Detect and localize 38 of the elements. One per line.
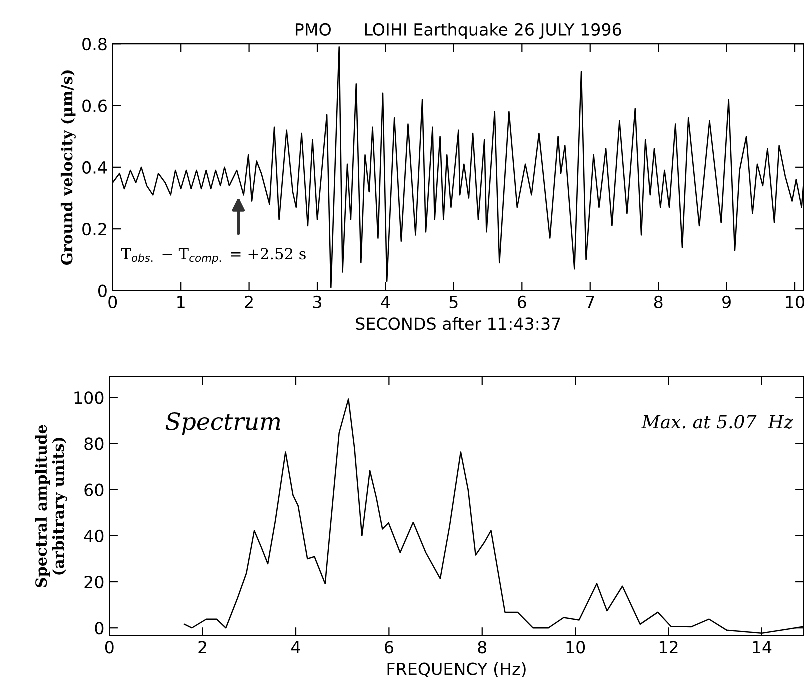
x-tick-label: 2 <box>245 296 253 308</box>
y-tick-label: 40 <box>84 530 104 542</box>
y-tick-label: 0 <box>95 622 104 635</box>
y-tick-label: 0.2 <box>82 223 106 236</box>
x-tick-label: 14 <box>753 641 772 654</box>
y-axis-title: Ground velocity (μm/s) <box>60 70 76 266</box>
x-tick-label: 12 <box>660 641 678 654</box>
x-tick-label: 6 <box>518 296 526 309</box>
annotation: Spectrum <box>166 412 280 435</box>
x-tick-label: 8 <box>478 641 487 654</box>
line-series <box>112 46 804 288</box>
y-tick-label: 0 <box>98 284 107 298</box>
x-tick-label: 8 <box>654 296 663 309</box>
y-tick-label: 0.8 <box>82 38 107 51</box>
y-tick-label: 100 <box>74 392 104 404</box>
y-tick-label: 0.6 <box>82 100 107 112</box>
x-tick-label: 4 <box>292 641 300 654</box>
x-tick-label: 5 <box>450 296 458 309</box>
y-tick-label: 20 <box>84 576 104 589</box>
y-axis-title: Spectral amplitude (arbitrary units) <box>35 425 68 588</box>
y-tick-label: 60 <box>84 484 104 496</box>
x-tick-label: 2 <box>198 641 206 654</box>
y-tick-label: 80 <box>84 438 104 450</box>
x-tick-label: 7 <box>586 296 594 308</box>
annotation: T$_{obs.}$ − T$_{comp.}$ = +2.52 s <box>121 248 306 264</box>
x-tick-label: 4 <box>381 296 390 308</box>
x-tick-label: 10 <box>566 641 586 654</box>
annotation: Max. at 5.07 Hz <box>642 415 794 429</box>
x-tick-label: 6 <box>385 641 394 654</box>
x-tick-label: 10 <box>786 296 805 309</box>
x-tick-label: 0 <box>108 296 118 309</box>
x-axis-title: SECONDS after 11:43:37 <box>356 317 560 330</box>
x-tick-label: 3 <box>313 296 322 309</box>
x-tick-label: 9 <box>722 296 731 309</box>
x-axis-title: FREQUENCY (Hz) <box>388 662 526 678</box>
chart-title: PMO LOIHI Earthquake 26 JULY 1996 <box>296 23 622 40</box>
x-tick-label: 1 <box>178 296 185 308</box>
y-tick-label: 0.4 <box>82 161 108 174</box>
